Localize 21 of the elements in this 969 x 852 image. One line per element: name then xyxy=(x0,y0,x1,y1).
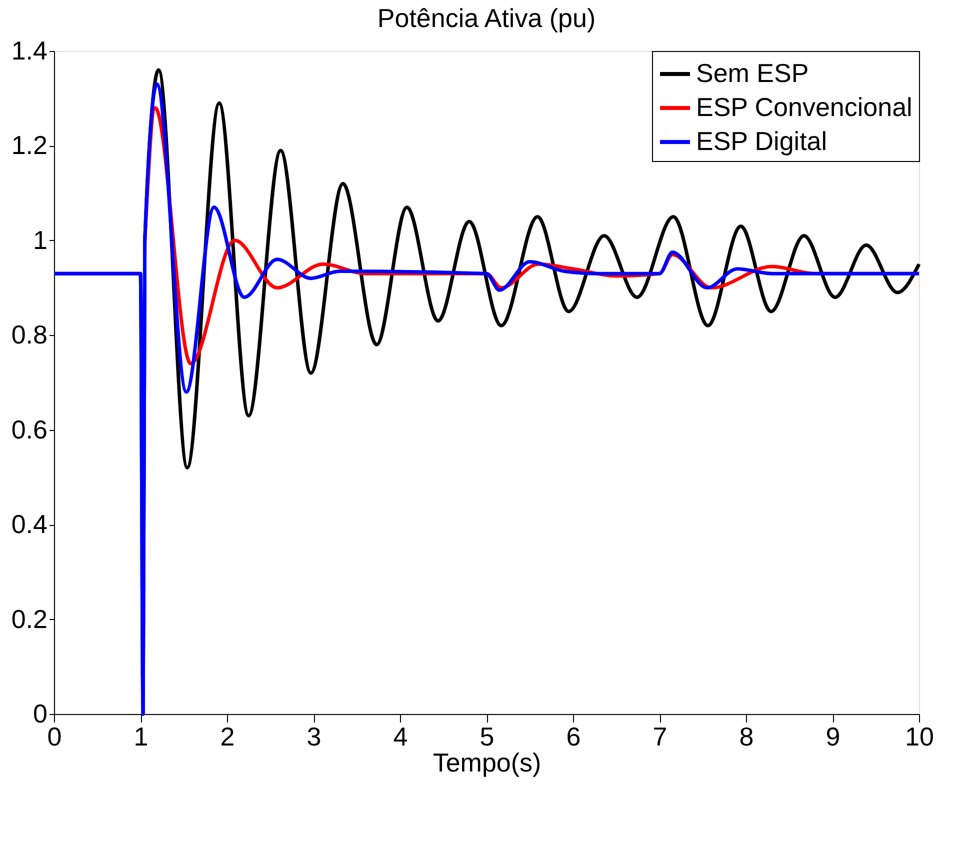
x-tick-label: 6 xyxy=(566,722,581,752)
y-tick-label: 1.4 xyxy=(11,36,48,66)
legend-label: ESP Digital xyxy=(696,126,828,156)
x-tick-label: 2 xyxy=(220,722,235,752)
legend-label: ESP Convencional xyxy=(696,92,912,122)
x-tick-label: 3 xyxy=(306,722,322,752)
x-tick-label: 1 xyxy=(134,722,148,752)
legend-label: Sem ESP xyxy=(696,58,809,88)
y-tick-label: 0.6 xyxy=(11,414,48,444)
y-tick-label: 0.2 xyxy=(11,604,48,634)
x-tick-label: 4 xyxy=(393,722,408,752)
x-tick-label: 10 xyxy=(905,722,934,752)
y-tick-label: 0.4 xyxy=(11,509,48,540)
y-tick-label: 0 xyxy=(33,698,48,728)
chart-title: Potência Ativa (pu) xyxy=(377,3,596,33)
y-tick-label: 1 xyxy=(33,224,48,255)
y-tick-label: 1.2 xyxy=(11,130,48,160)
x-tick-label: 9 xyxy=(826,722,840,752)
x-tick-label: 7 xyxy=(652,722,668,752)
x-tick-label: 8 xyxy=(739,722,754,752)
y-tick-label: 0.8 xyxy=(11,320,48,350)
